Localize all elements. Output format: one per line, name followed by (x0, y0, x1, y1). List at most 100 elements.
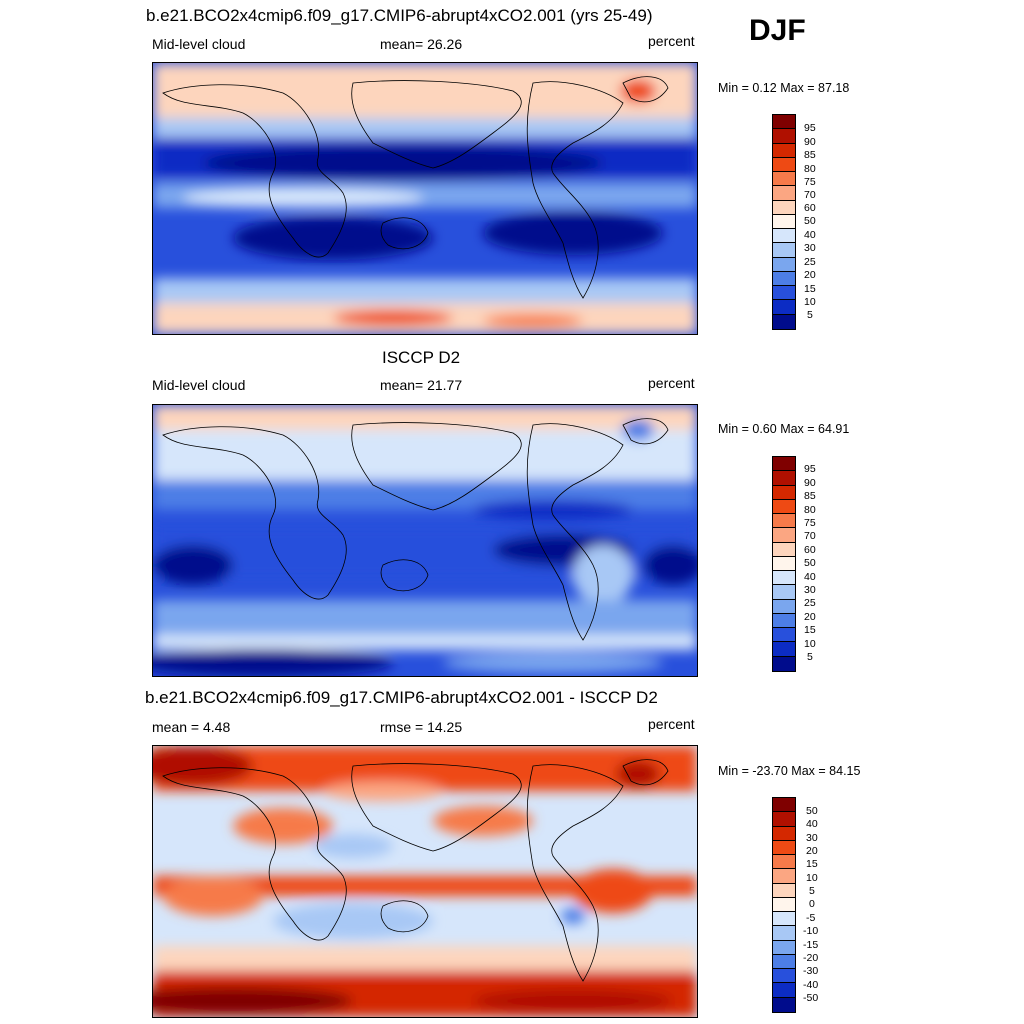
colorbar-swatch (773, 129, 795, 144)
colorbar-swatch (773, 826, 795, 841)
colorbar-swatch (773, 798, 795, 813)
colorbar-swatch (773, 314, 795, 329)
panel1-colorbar-tick: 30 (804, 242, 816, 254)
panel2-colorbar-tick: 95 (804, 463, 816, 475)
panel2-variable-label: Mid-level cloud (152, 377, 246, 393)
panel2-title: ISCCP D2 (382, 348, 461, 367)
colorbar-swatch (773, 812, 795, 827)
colorbar-swatch (773, 143, 795, 158)
panel1-colorbar-tick: 25 (804, 256, 816, 268)
colorbar-swatch (773, 997, 795, 1012)
panel2-colorbar-tick: 80 (804, 504, 816, 516)
colorbar-swatch (773, 514, 795, 529)
colorbar-swatch (773, 869, 795, 884)
panel2-colorbar-tick: 50 (804, 557, 816, 569)
panel3-mean-label: mean = 4.48 (152, 719, 231, 735)
panel2-colorbar-tick: 75 (804, 517, 816, 529)
colorbar-swatch (773, 229, 795, 244)
panel2-colorbar-tick: 5 (807, 651, 813, 663)
panel3-map (152, 745, 698, 1018)
colorbar-swatch (773, 457, 795, 472)
colorbar-swatch (773, 642, 795, 657)
panel1-title: b.e21.BCO2x4cmip6.f09_g17.CMIP6-abrupt4x… (146, 6, 653, 25)
panel2-colorbar-tick: 20 (804, 611, 816, 623)
panel1-colorbar-tick: 50 (804, 215, 816, 227)
panel3-colorbar-tick: 15 (806, 858, 818, 870)
colorbar-swatch (773, 186, 795, 201)
colorbar-swatch (773, 840, 795, 856)
panel3-colorbar-tick: 5 (809, 885, 815, 897)
colorbar-swatch (773, 115, 795, 130)
panel3-colorbar-tick: 50 (806, 805, 818, 817)
panel1-colorbar-tick: 80 (804, 163, 816, 175)
colorbar-swatch (773, 257, 795, 272)
colorbar-swatch (773, 926, 795, 941)
panel3-colorbar-tick: -30 (803, 965, 819, 977)
panel2-colorbar-tick: 40 (804, 571, 816, 583)
panel1-variable-label: Mid-level cloud (152, 36, 246, 52)
panel1-colorbar-tick: 15 (804, 283, 816, 295)
panel1-colorbar-tick: 90 (804, 136, 816, 148)
colorbar-swatch (773, 271, 795, 287)
panel3-minmax: Min = -23.70 Max = 84.15 (718, 764, 861, 778)
colorbar-swatch (773, 983, 795, 998)
colorbar-swatch (773, 157, 795, 173)
panel3-colorbar-tick: 10 (806, 872, 818, 884)
panel2-colorbar-tick: 10 (804, 638, 816, 650)
colorbar-swatch (773, 912, 795, 927)
panel3-colorbar-tick: -50 (803, 992, 819, 1004)
colorbar-swatch (773, 286, 795, 301)
colorbar-swatch (773, 585, 795, 600)
colorbar-swatch (773, 897, 795, 913)
panel1-colorbar-tick: 5 (807, 309, 813, 321)
panel1-map (152, 62, 698, 335)
colorbar-swatch (773, 556, 795, 572)
panel1-minmax: Min = 0.12 Max = 87.18 (718, 81, 850, 95)
season-label: DJF (749, 14, 806, 47)
colorbar-swatch (773, 656, 795, 671)
colorbar-swatch (773, 940, 795, 955)
panel2-colorbar-tick: 70 (804, 530, 816, 542)
panel2-colorbar (772, 456, 796, 672)
panel3-units-label: percent (648, 716, 695, 732)
panel2-colorbar-tick: 60 (804, 544, 816, 556)
colorbar-swatch (773, 499, 795, 515)
colorbar-swatch (773, 528, 795, 543)
colorbar-swatch (773, 214, 795, 230)
colorbar-swatch (773, 969, 795, 984)
colorbar-swatch (773, 613, 795, 629)
panel1-colorbar-tick: 10 (804, 296, 816, 308)
panel3-colorbar-tick: 0 (809, 898, 815, 910)
colorbar-swatch (773, 485, 795, 500)
panel3-colorbar-tick: 20 (806, 845, 818, 857)
panel3-colorbar-tick: -5 (806, 912, 816, 924)
colorbar-swatch (773, 954, 795, 970)
colorbar-swatch (773, 883, 795, 898)
colorbar-swatch (773, 172, 795, 187)
panel1-colorbar-tick: 40 (804, 229, 816, 241)
panel3-colorbar-tick: -10 (803, 925, 819, 937)
panel2-colorbar-tick: 85 (804, 490, 816, 502)
panel2-mean-label: mean= 21.77 (380, 377, 463, 393)
panel2-colorbar-tick: 15 (804, 624, 816, 636)
panel3-colorbar-tick: -20 (803, 952, 819, 964)
panel1-mean-label: mean= 26.26 (380, 36, 463, 52)
colorbar-swatch (773, 300, 795, 315)
panel2-units-label: percent (648, 375, 695, 391)
colorbar-swatch (773, 243, 795, 258)
colorbar-swatch (773, 542, 795, 557)
panel1-colorbar-tick: 95 (804, 122, 816, 134)
colorbar-swatch (773, 855, 795, 870)
colorbar-swatch (773, 571, 795, 586)
panel3-colorbar-tick: 30 (806, 832, 818, 844)
panel3-colorbar-tick: -15 (803, 939, 819, 951)
panel3-rmse-label: rmse = 14.25 (380, 719, 463, 735)
panel1-colorbar-tick: 70 (804, 189, 816, 201)
colorbar-swatch (773, 471, 795, 486)
panel2-colorbar-tick: 30 (804, 584, 816, 596)
panel3-title: b.e21.BCO2x4cmip6.f09_g17.CMIP6-abrupt4x… (145, 688, 658, 707)
panel2-minmax: Min = 0.60 Max = 64.91 (718, 422, 850, 436)
panel2-colorbar-tick: 90 (804, 477, 816, 489)
panel2-map (152, 404, 698, 677)
colorbar-swatch (773, 628, 795, 643)
